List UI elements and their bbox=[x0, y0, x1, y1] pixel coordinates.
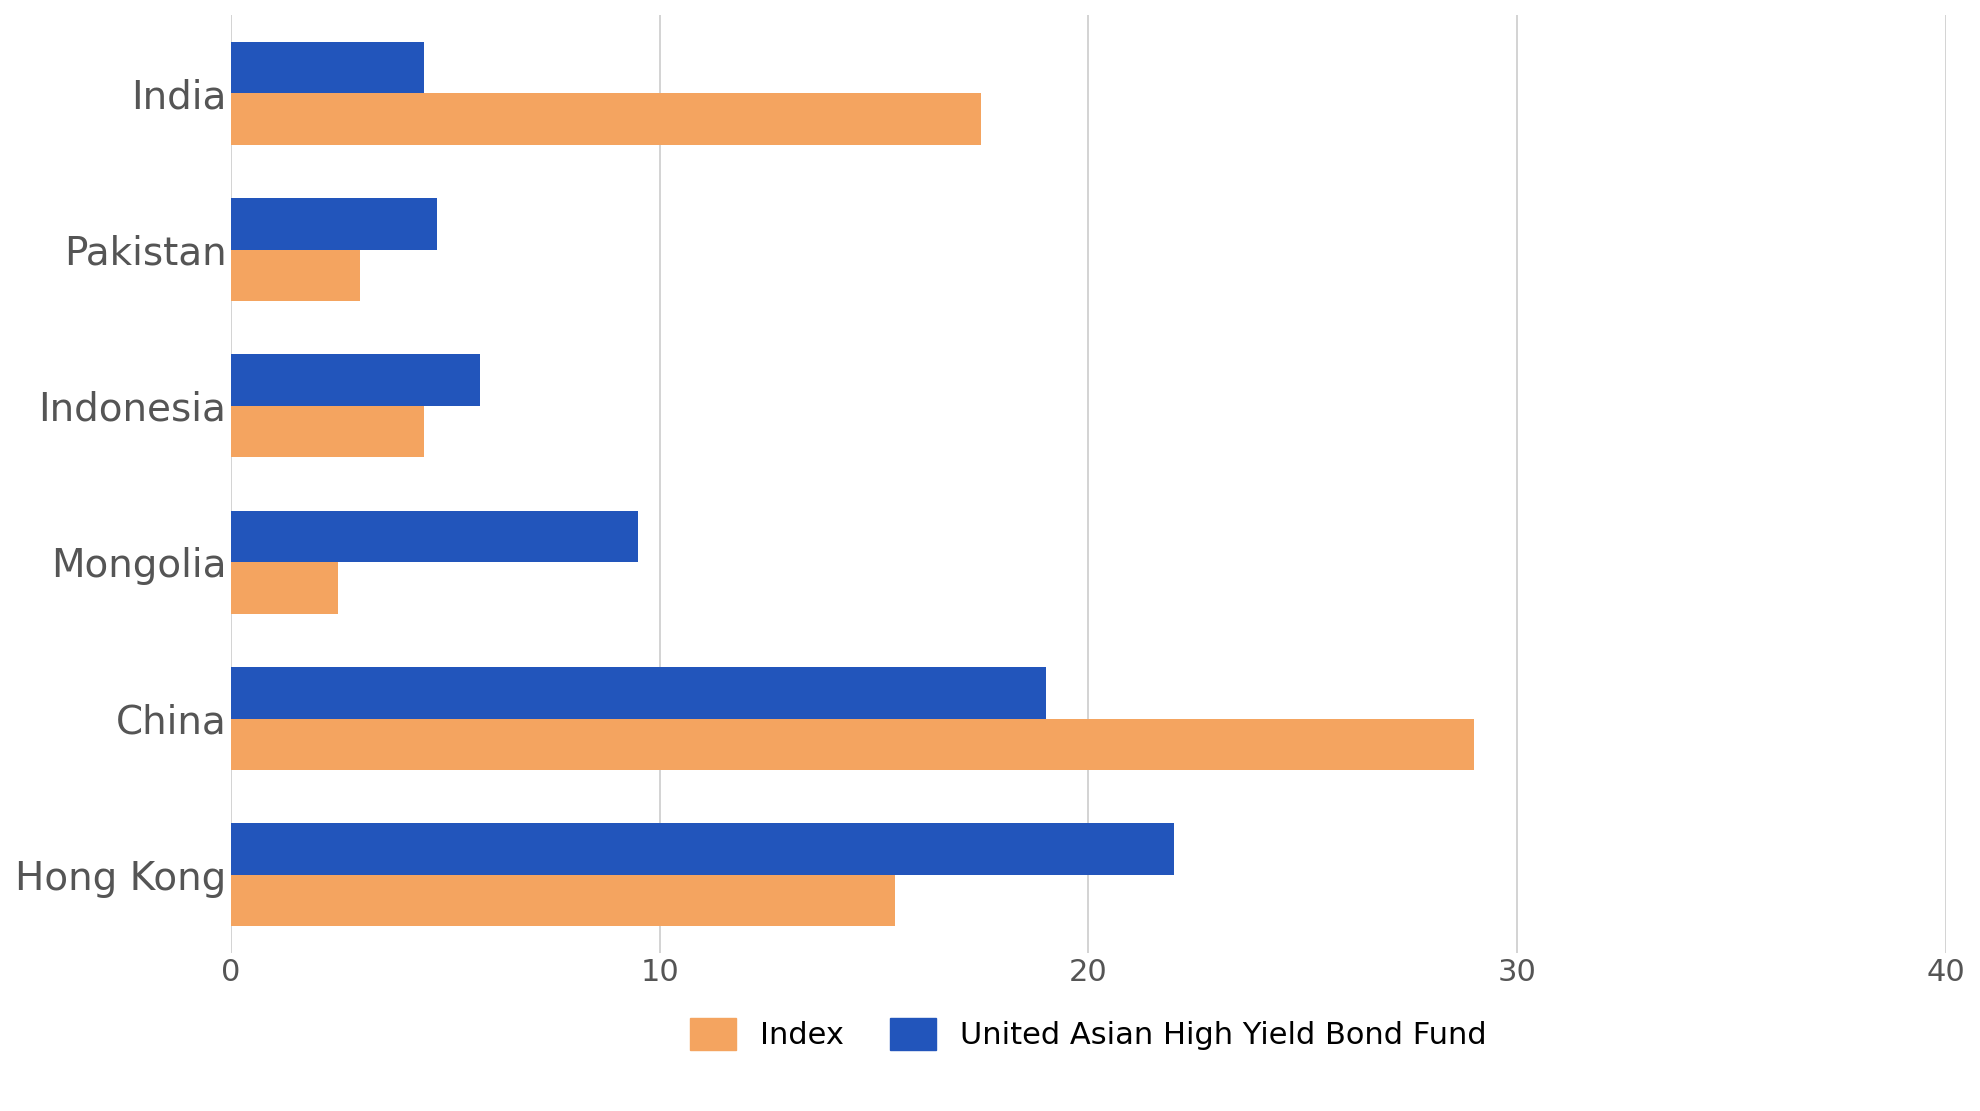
Bar bbox=[232, 823, 1174, 874]
Bar bbox=[232, 93, 982, 144]
Bar bbox=[232, 511, 638, 562]
Bar bbox=[232, 41, 424, 93]
Bar bbox=[232, 667, 1045, 719]
Bar bbox=[232, 719, 1475, 770]
Bar bbox=[232, 562, 339, 613]
Bar bbox=[232, 354, 479, 406]
Bar bbox=[232, 250, 360, 301]
Legend: Index, United Asian High Yield Bond Fund: Index, United Asian High Yield Bond Fund bbox=[689, 1019, 1487, 1050]
Bar bbox=[232, 874, 895, 927]
Bar bbox=[232, 406, 424, 458]
Bar bbox=[232, 198, 438, 250]
